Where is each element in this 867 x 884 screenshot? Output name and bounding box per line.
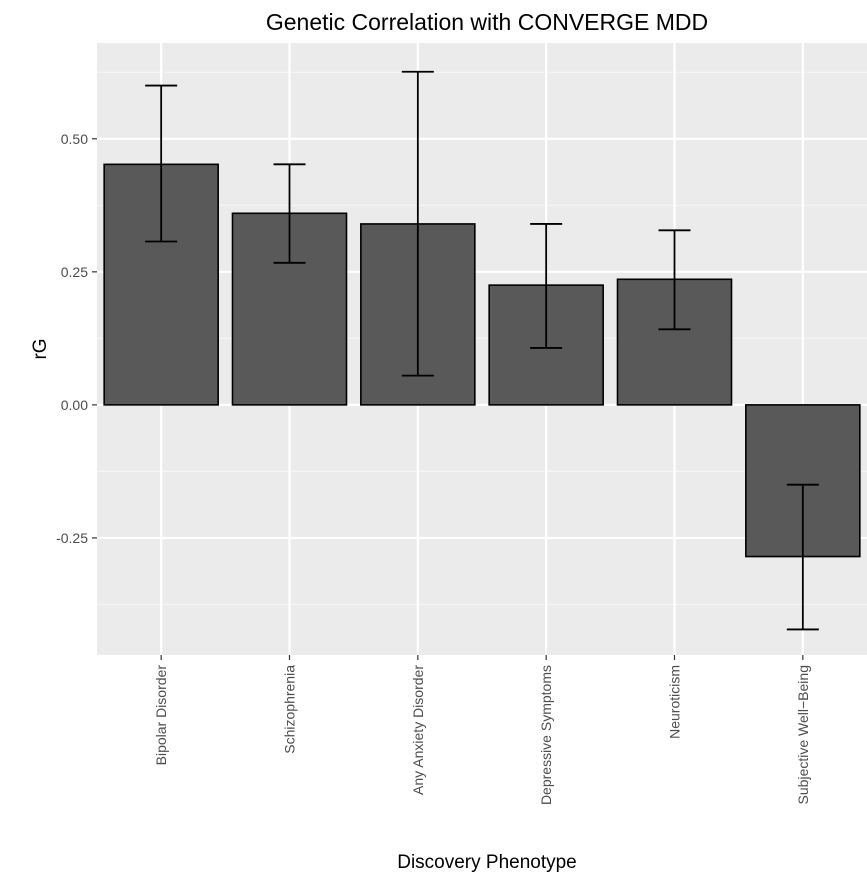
- x-tick-label: Schizophrenia: [282, 665, 298, 754]
- x-tick-label: Any Anxiety Disorder: [410, 665, 426, 795]
- chart-title: Genetic Correlation with CONVERGE MDD: [266, 9, 708, 35]
- x-tick-label: Bipolar Disorder: [153, 665, 169, 766]
- y-tick-label: -0.25: [56, 530, 88, 546]
- y-tick-label: 0.25: [61, 264, 88, 280]
- error-bars: [145, 70, 819, 631]
- x-tick-label: Neuroticism: [667, 665, 683, 739]
- x-tick-label: Subjective Well−Being: [795, 665, 811, 804]
- y-tick-label: 0.50: [61, 131, 88, 147]
- bars: [103, 163, 861, 558]
- y-axis: -0.25 0.00 0.25 0.50: [56, 131, 97, 546]
- y-axis-title: rG: [30, 338, 51, 359]
- plot-panel: [97, 43, 867, 655]
- y-tick-label: 0.00: [61, 397, 88, 413]
- x-tick-label: Depressive Symptoms: [538, 665, 554, 805]
- x-axis-title: Discovery Phenotype: [397, 852, 577, 873]
- x-axis: Bipolar Disorder Schizophrenia Any Anxiety…: [153, 655, 811, 805]
